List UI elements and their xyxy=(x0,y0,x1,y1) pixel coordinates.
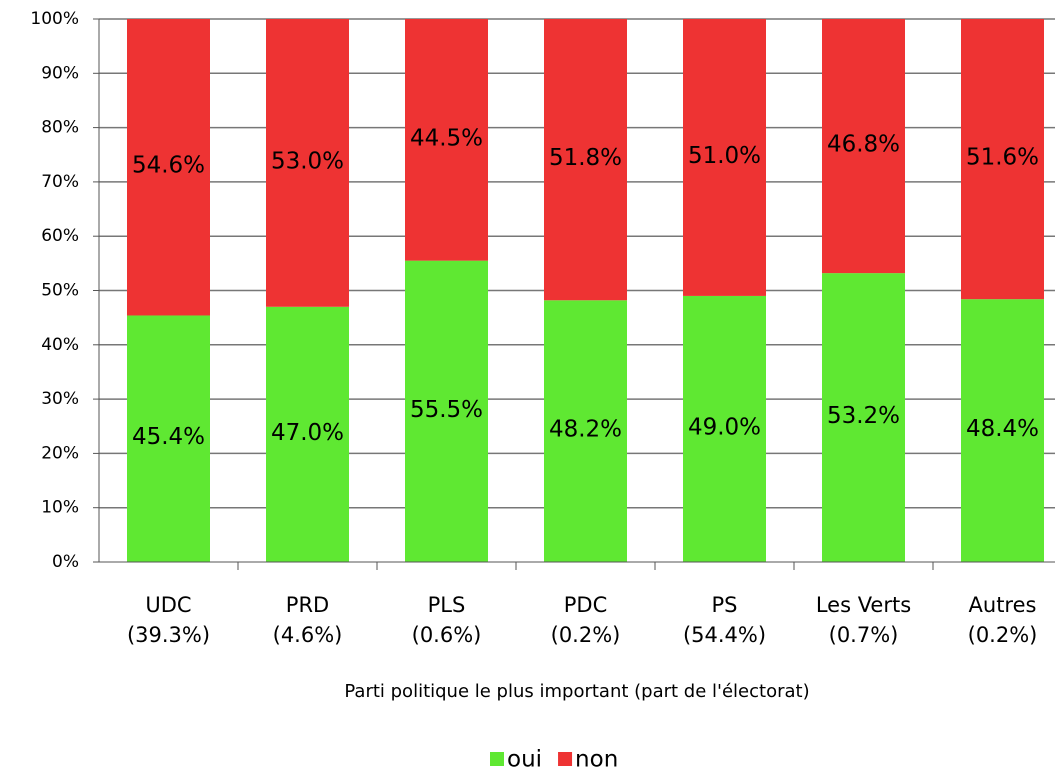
data-label: 48.4% xyxy=(966,416,1039,442)
x-tick-label: (39.3%) xyxy=(127,623,210,647)
bar-segment xyxy=(405,260,488,562)
x-tick-label: (4.6%) xyxy=(273,623,343,647)
legend-swatch xyxy=(490,752,504,766)
data-label: 46.8% xyxy=(827,132,900,158)
bar-segment xyxy=(544,19,627,301)
bar-segment xyxy=(961,19,1044,300)
bar-segment xyxy=(127,315,210,562)
data-label: 51.0% xyxy=(688,143,761,169)
y-tick-label: 0% xyxy=(52,552,79,572)
legend-label: oui xyxy=(507,747,542,773)
x-tick-label: (0.7%) xyxy=(829,623,899,647)
data-label: 51.6% xyxy=(966,145,1039,171)
bar-segment xyxy=(961,299,1044,562)
data-label: 48.2% xyxy=(549,417,622,443)
data-label: 54.6% xyxy=(132,153,205,179)
bar-segment xyxy=(127,19,210,316)
x-tick-label: PRD xyxy=(286,593,329,617)
x-tick-label: (0.2%) xyxy=(551,623,621,647)
bar-segment xyxy=(266,306,349,562)
x-tick-label: UDC xyxy=(145,593,191,617)
bar-segment xyxy=(405,19,488,261)
x-tick-label: (0.6%) xyxy=(412,623,482,647)
bar-segment xyxy=(266,19,349,307)
bar-segment xyxy=(544,300,627,562)
y-tick-label: 90% xyxy=(41,63,79,83)
data-label: 44.5% xyxy=(410,125,483,151)
data-label: 45.4% xyxy=(132,424,205,450)
x-tick-label: (0.2%) xyxy=(968,623,1038,647)
y-tick-label: 20% xyxy=(41,443,79,463)
bar-segment xyxy=(822,273,905,562)
data-label: 47.0% xyxy=(271,420,344,446)
bar-segment xyxy=(683,19,766,296)
bar-segment xyxy=(822,19,905,274)
x-tick-label: PLS xyxy=(428,593,466,617)
bar-segment xyxy=(683,295,766,562)
y-tick-label: 80% xyxy=(41,118,79,138)
x-tick-label: (54.4%) xyxy=(683,623,766,647)
data-label: 55.5% xyxy=(410,397,483,423)
data-label: 53.2% xyxy=(827,403,900,429)
x-axis-title: Parti politique le plus important (part … xyxy=(344,681,809,702)
y-tick-label: 10% xyxy=(41,498,79,518)
legend-label: non xyxy=(575,747,618,773)
y-tick-label: 40% xyxy=(41,335,79,355)
data-label: 51.8% xyxy=(549,145,622,171)
data-label: 49.0% xyxy=(688,414,761,440)
y-tick-label: 30% xyxy=(41,389,79,409)
data-label: 53.0% xyxy=(271,148,344,174)
x-tick-label: Les Verts xyxy=(816,593,911,617)
legend-swatch xyxy=(558,752,573,766)
x-tick-label: PS xyxy=(712,593,738,617)
y-tick-label: 70% xyxy=(41,172,79,192)
y-tick-label: 50% xyxy=(41,281,79,301)
x-tick-label: Autres xyxy=(969,593,1037,617)
y-tick-label: 100% xyxy=(30,9,79,29)
y-tick-label: 60% xyxy=(41,226,79,246)
x-tick-label: PDC xyxy=(564,593,608,617)
